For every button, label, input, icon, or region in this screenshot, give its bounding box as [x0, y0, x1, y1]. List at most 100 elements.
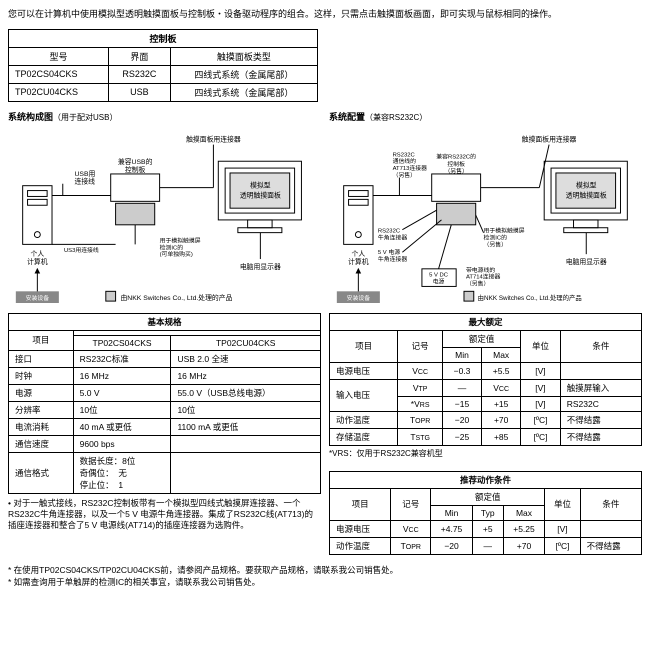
svg-text:（另售）: （另售）	[484, 240, 507, 248]
cb-r1c1: USB	[108, 83, 170, 101]
svg-text:RS232C: RS232C	[378, 228, 401, 234]
control-board-title: 控制板	[9, 29, 318, 47]
mr-r1-item: 输入电压	[330, 379, 398, 411]
svg-text:透明触摸面板: 透明触摸面板	[566, 190, 607, 199]
right-tables-col: 最大额定 项目 记号 额定值 单位 条件 Min Max 电源电压 VCC −0…	[329, 313, 642, 555]
svg-text:（另售）: （另售）	[444, 167, 467, 175]
svg-text:透明触摸面板: 透明触摸面板	[240, 190, 281, 199]
rc-h-max: Max	[503, 505, 545, 520]
rc-r1-6: 不得结露	[580, 537, 641, 554]
mr-r1-sym: VTP	[398, 379, 443, 396]
svg-text:连接线: 连接线	[75, 176, 96, 185]
mr-r4-sym: TSTG	[398, 428, 443, 445]
svg-text:通信线的: 通信线的	[393, 157, 417, 165]
svg-text:模拟型: 模拟型	[250, 180, 271, 189]
svg-text:电脑用显示器: 电脑用显示器	[240, 261, 281, 270]
mr-r0-unit: [V]	[521, 362, 561, 379]
mr-r3-unit: [ºC]	[521, 411, 561, 428]
footnote-1: * 如需查询用于单触屏的检测IC的相关事宜，请联系我公司销售处。	[8, 577, 642, 589]
max-rating-title: 最大额定	[330, 313, 642, 330]
svg-text:RS232C: RS232C	[393, 152, 416, 158]
bs-r5-0: 通信速度	[9, 435, 74, 452]
svg-text:安装设备: 安装设备	[26, 294, 50, 302]
svg-text:用于模拟触摸屏: 用于模拟触摸屏	[160, 236, 201, 244]
svg-text:由NKK Switches Co., Ltd.处理的产品: 由NKK Switches Co., Ltd.处理的产品	[120, 293, 232, 302]
mr-r2-sym: *VRS	[398, 396, 443, 411]
rc-r1-4: +70	[503, 537, 545, 554]
svg-text:US3用连接线: US3用连接线	[64, 246, 99, 254]
svg-text:模拟型: 模拟型	[576, 180, 597, 189]
bs-r6-2	[171, 452, 321, 493]
cb-r0c2: 四线式系统（金属尾部）	[170, 65, 317, 83]
mr-r4-cond: 不得结露	[560, 428, 641, 445]
bs-r2-2: 55.0 V（USB总线电源）	[171, 384, 321, 401]
svg-text:（另售）: （另售）	[466, 279, 489, 287]
bs-r0-0: 接口	[9, 350, 74, 367]
diag-right-title: 系统配置	[329, 112, 365, 122]
diag-left-sub: （用于配对USB）	[53, 113, 117, 122]
mr-h-rated: 额定值	[442, 330, 520, 347]
svg-text:触摸面板用连接器: 触摸面板用连接器	[522, 134, 577, 143]
svg-text:兼容USB的: 兼容USB的	[118, 157, 153, 166]
bs-r3-0: 分辨率	[9, 401, 74, 418]
control-board-table: 控制板 型号 界面 触摸面板类型 TP02CS04CKS RS232C 四线式系…	[8, 29, 318, 102]
bs-r4-0: 电流消耗	[9, 418, 74, 435]
svg-text:5 V DC: 5 V DC	[429, 272, 449, 278]
cb-r1c0: TP02CU04CKS	[9, 83, 109, 101]
cb-r0c1: RS232C	[108, 65, 170, 83]
bs-c1: TP02CU04CKS	[171, 335, 321, 350]
cb-h2: 触摸面板类型	[170, 47, 317, 65]
basic-spec-col: 基本规格 项目 TP02CS04CKS TP02CU04CKS 接口RS232C…	[8, 313, 321, 531]
rc-h-cond: 条件	[580, 488, 641, 520]
intro-text: 您可以在计算机中使用模拟型透明触摸面板与控制板・设备驱动程序的组合。这样，只需点…	[8, 8, 642, 21]
bs-r5-2	[171, 435, 321, 452]
mr-r2-max: +15	[482, 396, 521, 411]
bs-r5-1: 9600 bps	[73, 435, 171, 452]
bs-r1-1: 16 MHz	[73, 367, 171, 384]
svg-text:由NKK Switches Co., Ltd.处理的产品: 由NKK Switches Co., Ltd.处理的产品	[478, 293, 582, 302]
mr-r3-sym: TOPR	[398, 411, 443, 428]
diagram-right: 系统配置（兼容RS232C） 个人 计算机 安装设备 RS232C 通信线的 A…	[329, 102, 642, 305]
bs-r6-1: 数据长度：8位 奇偶位： 无 停止位： 1	[73, 452, 171, 493]
rc-h-unit: 单位	[545, 488, 580, 520]
rc-r1-1: TOPR	[391, 537, 431, 554]
mr-h-item: 项目	[330, 330, 398, 362]
svg-text:检测IC的: 检测IC的	[160, 243, 184, 251]
rc-r0-4: +5.25	[503, 520, 545, 537]
svg-text:(可单独购买): (可单独购买)	[160, 250, 193, 258]
mr-r1-cond: 触摸屏输入	[560, 379, 641, 396]
rc-r0-6	[580, 520, 641, 537]
svg-text:触摸面板用连接器: 触摸面板用连接器	[186, 134, 241, 143]
svg-text:带电源线的: 带电源线的	[466, 265, 495, 273]
cb-r0c0: TP02CS04CKS	[9, 65, 109, 83]
svg-text:5 V 电源: 5 V 电源	[378, 248, 400, 256]
basic-spec-note: • 对于一触式接线，RS232C控制板带有一个模拟型四线式触摸屏连接器、一个RS…	[8, 498, 321, 531]
bs-r3-1: 10位	[73, 401, 171, 418]
bs-r4-2: 1100 mA 或更低	[171, 418, 321, 435]
mr-h-min: Min	[442, 347, 481, 362]
rc-h-typ: Typ	[472, 505, 503, 520]
diagram-left-svg: 个人 计算机 安装设备 USB用 连接线 兼容USB的 控制板 US3用连接线 …	[8, 127, 321, 303]
bs-c0: TP02CS04CKS	[73, 335, 171, 350]
rc-r1-5: [ºC]	[545, 537, 580, 554]
bs-r4-1: 40 mA 或更低	[73, 418, 171, 435]
mr-r3-min: −20	[442, 411, 481, 428]
mr-r2-unit: [V]	[521, 396, 561, 411]
rc-r0-0: 电源电压	[330, 520, 391, 537]
svg-text:AT714连接器: AT714连接器	[466, 272, 501, 280]
footnote-0: * 在使用TP02CS04CKS/TP02CU04CKS前，请参阅产品规格。要获…	[8, 565, 642, 577]
cb-h0: 型号	[9, 47, 109, 65]
mr-r1-min: —	[442, 379, 481, 396]
svg-text:电脑用显示器: 电脑用显示器	[566, 257, 607, 266]
rc-r0-1: VCC	[391, 520, 431, 537]
diag-left-title: 系统构成图	[8, 112, 53, 122]
bs-r2-0: 电源	[9, 384, 74, 401]
mr-r0-item: 电源电压	[330, 362, 398, 379]
basic-spec-title: 基本规格	[9, 313, 321, 330]
svg-text:兼容RS232C的: 兼容RS232C的	[436, 152, 476, 160]
mr-r1-unit: [V]	[521, 379, 561, 396]
mr-r0-sym: VCC	[398, 362, 443, 379]
mr-r4-unit: [ºC]	[521, 428, 561, 445]
mr-h-cond: 条件	[560, 330, 641, 362]
bs-r1-0: 时钟	[9, 367, 74, 384]
